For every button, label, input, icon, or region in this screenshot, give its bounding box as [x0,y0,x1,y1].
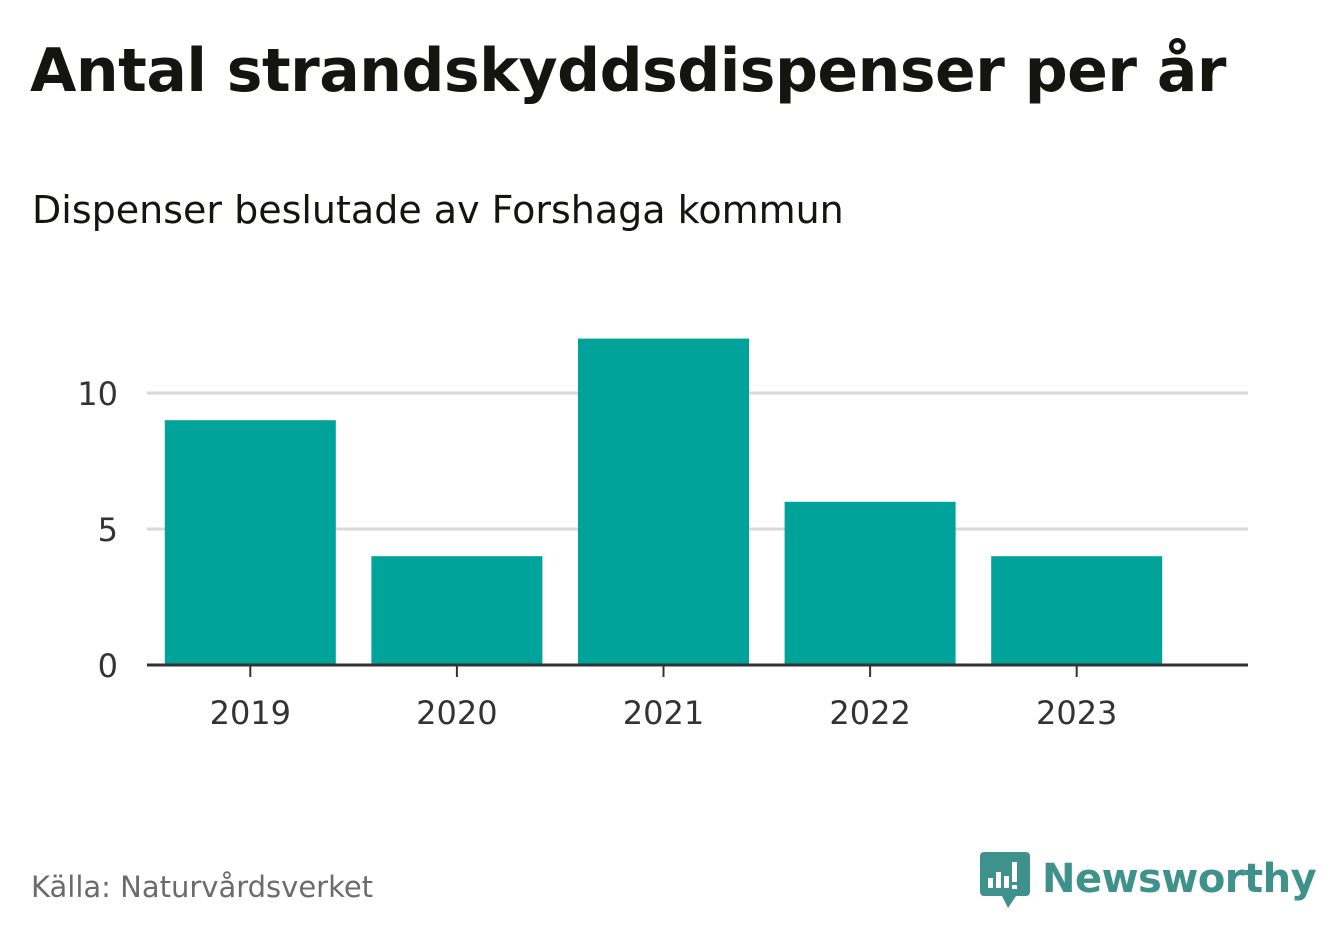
x-tick-label: 2019 [210,694,291,732]
chart-title: Antal strandskyddsdispenser per år [30,36,1226,106]
bar-2020 [371,556,543,665]
y-tick-label: 5 [98,511,118,549]
axes: 0 5 10 2019 2020 2021 2022 2023 [77,375,1248,732]
chat-bars-icon [980,852,1030,908]
bar-2023 [991,556,1163,665]
brand-name: Newsworthy [1042,856,1317,902]
bar-2019 [164,420,336,665]
source-note: Källa: Naturvårdsverket [31,870,374,904]
bar-2021 [578,338,749,665]
x-tick-label: 2021 [623,694,704,732]
bar-chart: 0 5 10 2019 2020 2021 2022 2023 [77,338,1248,732]
bar-2022 [784,501,956,665]
x-tick-label: 2020 [416,694,497,732]
x-tick-label: 2023 [1036,694,1117,732]
bars [164,338,1163,665]
chart-subtitle: Dispenser beslutade av Forshaga kommun [32,188,844,232]
x-tick-label: 2022 [829,694,910,732]
y-tick-label: 10 [77,375,118,413]
y-tick-label: 0 [98,647,118,685]
brand-logo: Newsworthy [980,848,1317,910]
